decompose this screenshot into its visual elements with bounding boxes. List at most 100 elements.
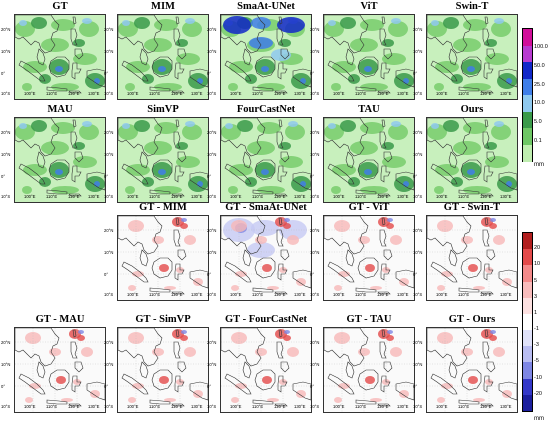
coastline-7: [74, 48, 84, 60]
precip-field-11: [431, 20, 439, 26]
diff-field-8: [399, 390, 409, 398]
coastline-5: [380, 375, 391, 393]
colorbar-segment: [523, 233, 532, 250]
coastline-9: [377, 90, 391, 94]
diff-field-3: [247, 242, 275, 258]
lat-tick-label: 10°N: [310, 152, 320, 157]
map-panel-gt: GT 20°N 10°N 0° 10°S 100°E 110°E 120°E 130°E: [1, 1, 106, 100]
precip-field-7: [176, 53, 200, 65]
precip-field-2: [360, 122, 384, 134]
lat-tick-label: 20°N: [104, 340, 114, 345]
precip-field-12: [391, 18, 401, 24]
precip-field-13: [261, 169, 269, 175]
precip-field-11: [328, 20, 336, 26]
lat-tick-label: 10°N: [310, 362, 320, 367]
coastline-6: [173, 28, 181, 46]
diff-field-8: [399, 278, 409, 286]
precip-field-0: [15, 124, 35, 140]
coastline-5: [277, 263, 288, 281]
precip-field-3: [388, 124, 408, 140]
precipitation-colorbar: [522, 28, 533, 162]
precip-field-10: [142, 74, 154, 84]
coastline-7: [280, 249, 290, 261]
map-panel-d_ours: GT - Ours 20°N 10°N 0° 10°S 100°E 110°E 120°E 13…: [413, 314, 518, 413]
map-panel-d_fourcast: GT - FourCastNet 20°N 10°N 0° 10°S 100°E 110°E…: [207, 314, 312, 413]
lat-tick-label: 10°S: [104, 91, 114, 96]
precip-field-0: [427, 124, 447, 140]
coastline-0: [427, 118, 472, 157]
coastline-10: [484, 119, 489, 128]
panel-title: MAU: [47, 104, 73, 115]
lat-tick-label: 10°N: [310, 49, 320, 54]
diff-field-10: [78, 330, 84, 334]
precipitation-colorbar-unit: mm: [534, 162, 544, 168]
coastline-8: [498, 269, 517, 289]
lon-tick-label: 110°E: [252, 292, 264, 297]
coastline-1: [139, 249, 149, 267]
precip-field-14: [197, 181, 203, 187]
coastline-5: [71, 375, 82, 393]
precipitation-map: [426, 14, 518, 100]
precip-field-5: [229, 164, 253, 176]
precip-field-12: [494, 18, 504, 24]
diff-field-1: [180, 335, 188, 341]
coastline-4: [254, 257, 276, 279]
lat-tick-label: 10°N: [104, 250, 114, 255]
coastline-10: [484, 329, 489, 338]
lat-tick-label: 10°S: [310, 404, 320, 409]
lon-tick-label: 100°E: [436, 91, 448, 96]
diff-field-9: [334, 397, 342, 403]
precip-field-3: [79, 21, 99, 37]
colorbar-segment: [523, 313, 532, 331]
lat-tick-label: 10°S: [413, 194, 423, 199]
precip-field-14: [506, 181, 512, 187]
coastline-4: [460, 159, 482, 181]
coastline-6: [173, 341, 181, 359]
diff-field-11: [164, 286, 176, 290]
diff-field-4: [493, 235, 505, 245]
coastline-4: [151, 159, 173, 181]
precip-field-14: [403, 78, 409, 84]
lon-tick-label: 120°E: [274, 91, 286, 96]
precip-field-16: [73, 39, 85, 47]
coastline-5: [71, 62, 82, 80]
coastline-5: [174, 165, 185, 183]
panel-title: ViT: [360, 1, 378, 12]
precip-field-15: [125, 186, 135, 194]
coastline-3: [46, 399, 68, 405]
coastline-3: [46, 189, 68, 195]
precip-field-3: [182, 124, 202, 140]
colorbar-segment: [523, 29, 532, 46]
precip-field-2: [257, 122, 281, 134]
coastline-8: [189, 269, 208, 289]
diff-field-10: [387, 330, 393, 334]
precip-field-13: [467, 169, 475, 175]
lat-tick-label: 10°N: [104, 49, 114, 54]
coastline-1: [448, 249, 458, 267]
diff-field-8: [90, 390, 100, 398]
coastline-1: [36, 361, 46, 379]
precip-field-2: [463, 19, 487, 31]
lat-tick-label: 10°N: [207, 250, 217, 255]
precip-field-5: [435, 61, 459, 73]
difference-colorbar: [522, 232, 533, 412]
colorbar-tick-label: 5.0: [534, 119, 542, 126]
colorbar-segment: [523, 362, 532, 380]
coastline-8: [498, 171, 517, 191]
colorbar-tick-label: -10: [534, 374, 542, 381]
precip-field-16: [382, 142, 394, 150]
lon-tick-label: 100°E: [436, 292, 448, 297]
lat-tick-label: 10°S: [207, 292, 217, 297]
precip-field-1: [31, 120, 47, 132]
lon-tick-label: 110°E: [46, 91, 58, 96]
coastline-3: [458, 86, 480, 92]
precip-field-3: [388, 21, 408, 37]
precipitation-map: [323, 14, 415, 100]
diff-field-10: [490, 330, 496, 334]
precipitation-map: [220, 117, 312, 203]
coastline-2: [121, 373, 149, 395]
precip-field-12: [82, 121, 92, 127]
precip-field-5: [126, 164, 150, 176]
colorbar-segment: [523, 281, 532, 299]
precip-field-2: [51, 19, 75, 31]
